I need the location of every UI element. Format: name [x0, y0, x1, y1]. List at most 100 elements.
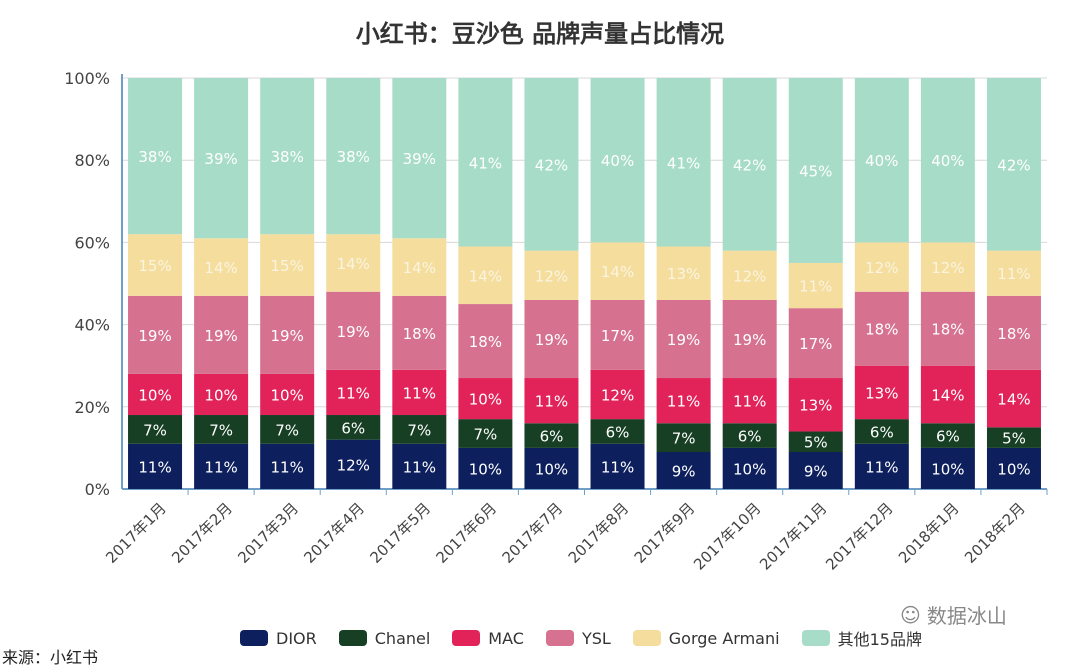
data-label: 10% [204, 386, 237, 404]
bar-segment-gorge-armani [260, 234, 315, 296]
y-tick-label: 20% [74, 398, 110, 417]
bar-segment-其他15品牌 [326, 78, 381, 235]
bar-segment-其他15品牌 [722, 78, 777, 251]
data-label: 11% [799, 278, 832, 296]
bar-segment-gorge-armani [392, 238, 447, 296]
legend-item: MAC [452, 629, 524, 648]
legend-item: DIOR [240, 629, 317, 648]
data-label: 40% [865, 152, 898, 170]
bar-segment-chanel [260, 415, 315, 444]
bar-segment-mac [458, 378, 513, 420]
bar-segment-ysl [854, 291, 909, 366]
data-label: 11% [535, 393, 568, 411]
data-label: 19% [271, 327, 304, 345]
data-label: 11% [204, 458, 237, 476]
bar-segment-chanel [722, 423, 777, 448]
data-label: 18% [469, 333, 502, 351]
x-tick-label: 2017年11月 [756, 499, 830, 573]
bar-segment-mac [392, 369, 447, 416]
x-tick-label: 2017年6月 [433, 499, 501, 567]
x-tick-label: 2017年7月 [499, 499, 567, 567]
data-label: 11% [337, 384, 370, 402]
bar-segment-dior [920, 447, 975, 489]
bar-segment-ysl [392, 295, 447, 370]
bar-segment-chanel [128, 415, 183, 444]
bar-segment-其他15品牌 [590, 78, 645, 243]
data-label: 7% [209, 421, 233, 439]
data-label: 19% [204, 327, 237, 345]
bar-segment-ysl [788, 308, 843, 379]
data-label: 12% [337, 456, 370, 474]
bar-segment-mac [524, 378, 579, 424]
data-label: 11% [733, 393, 766, 411]
bar-segment-mac [194, 373, 249, 416]
bar-segment-ysl [128, 295, 183, 374]
data-label: 7% [143, 421, 167, 439]
legend-item: Gorge Armani [632, 628, 780, 648]
data-label: 11% [997, 265, 1030, 283]
data-label: 18% [403, 325, 436, 343]
data-label: 39% [204, 150, 237, 168]
data-label: 17% [601, 327, 634, 345]
bar-segment-chanel [524, 423, 579, 448]
data-label: 45% [799, 162, 832, 180]
data-label: 6% [738, 428, 762, 446]
data-label: 11% [403, 384, 436, 402]
legend-swatch [338, 630, 367, 646]
bar-segment-其他15品牌 [854, 78, 909, 243]
bar-segment-gorge-armani [194, 238, 249, 296]
bar-segment-dior [458, 447, 513, 489]
bar-segment-其他15品牌 [656, 78, 711, 247]
data-label: 13% [799, 397, 832, 415]
bar-segment-dior [722, 447, 777, 489]
data-label: 19% [337, 323, 370, 341]
bar-segment-gorge-armani [458, 246, 513, 305]
bar-segment-ysl [656, 299, 711, 379]
data-label: 12% [931, 259, 964, 277]
data-label: 10% [931, 460, 964, 478]
bar-segment-ysl [194, 295, 249, 374]
data-label: 7% [275, 421, 299, 439]
y-tick-label: 60% [74, 233, 110, 252]
bar-segment-gorge-armani [524, 250, 579, 300]
bar-segment-mac [722, 378, 777, 424]
x-tick-label: 2017年3月 [234, 499, 302, 567]
legend-label: YSL [581, 628, 611, 648]
bar-segment-dior [392, 443, 447, 489]
data-label: 10% [138, 386, 171, 404]
bar-segment-dior [656, 452, 711, 489]
y-tick-label: 0% [85, 480, 110, 499]
data-label: 41% [667, 154, 700, 172]
data-label: 19% [667, 331, 700, 349]
legend-label: MAC [488, 628, 524, 648]
bar-segment-gorge-armani [656, 246, 711, 300]
bar-segment-chanel [920, 423, 975, 448]
watermark: ☺ 数据冰山 [900, 600, 1007, 629]
legend-label: Gorge Armani [668, 628, 780, 648]
bar-segment-ysl [458, 304, 513, 379]
bar-segment-dior [128, 443, 183, 489]
source-note: 来源：小红书 [2, 648, 99, 665]
data-label: 41% [469, 154, 502, 172]
bar-segment-gorge-armani [326, 234, 381, 292]
bar-segment-其他15品牌 [524, 78, 579, 251]
bar-segment-其他15品牌 [920, 78, 975, 243]
data-label: 11% [271, 458, 304, 476]
data-label: 38% [337, 148, 370, 166]
bar-segment-ysl [986, 295, 1041, 370]
bar-segment-mac [986, 369, 1041, 428]
data-label: 11% [138, 458, 171, 476]
legend-label: 其他15品牌 [837, 630, 922, 649]
bar-segment-其他15品牌 [194, 78, 249, 239]
bar-segment-dior [788, 452, 843, 489]
data-label: 14% [204, 259, 237, 277]
legend-item: YSL [545, 628, 611, 648]
data-label: 42% [535, 156, 568, 174]
bar-segment-其他15品牌 [392, 78, 447, 239]
data-label: 14% [601, 263, 634, 281]
bar-segment-mac [656, 378, 711, 424]
data-label: 40% [601, 152, 634, 170]
bar-segment-其他15品牌 [788, 78, 843, 263]
data-label: 7% [672, 430, 696, 448]
